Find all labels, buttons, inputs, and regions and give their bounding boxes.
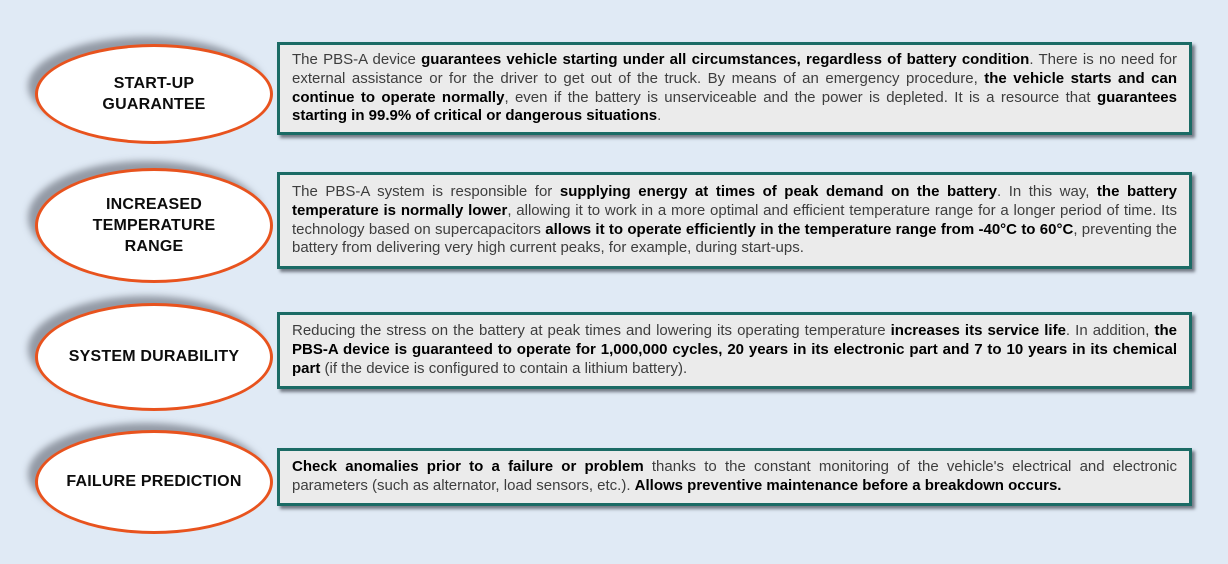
- feature-description-text: The PBS-A system is responsible for supp…: [292, 183, 1178, 257]
- feature-description-text: The PBS-A device guarantees vehicle star…: [292, 51, 1177, 125]
- feature-title: FAILURE PREDICTION: [66, 473, 242, 491]
- feature-description-text: Reducing the stress on the battery at pe…: [292, 322, 1177, 377]
- feature-ellipse-system-durability: SYSTEM DURABILITY: [35, 303, 273, 411]
- feature-description-text: Check anomalies prior to a failure or pr…: [292, 458, 1177, 494]
- feature-title: INCREASED TEMPERATURE RANGE: [92, 195, 216, 256]
- feature-title: SYSTEM DURABILITY: [68, 348, 240, 366]
- feature-description-startup-guarantee: The PBS-A device guarantees vehicle star…: [277, 42, 1192, 135]
- feature-ellipse-temperature-range: INCREASED TEMPERATURE RANGE: [35, 168, 273, 283]
- feature-description-system-durability: Reducing the stress on the battery at pe…: [277, 312, 1192, 389]
- feature-description-failure-prediction: Check anomalies prior to a failure or pr…: [277, 448, 1192, 506]
- feature-ellipse-failure-prediction: FAILURE PREDICTION: [35, 430, 273, 534]
- feature-ellipse-startup-guarantee: START-UP GUARANTEE: [35, 44, 273, 144]
- feature-description-temperature-range: The PBS-A system is responsible for supp…: [277, 172, 1192, 269]
- feature-title: START-UP GUARANTEE: [102, 74, 206, 113]
